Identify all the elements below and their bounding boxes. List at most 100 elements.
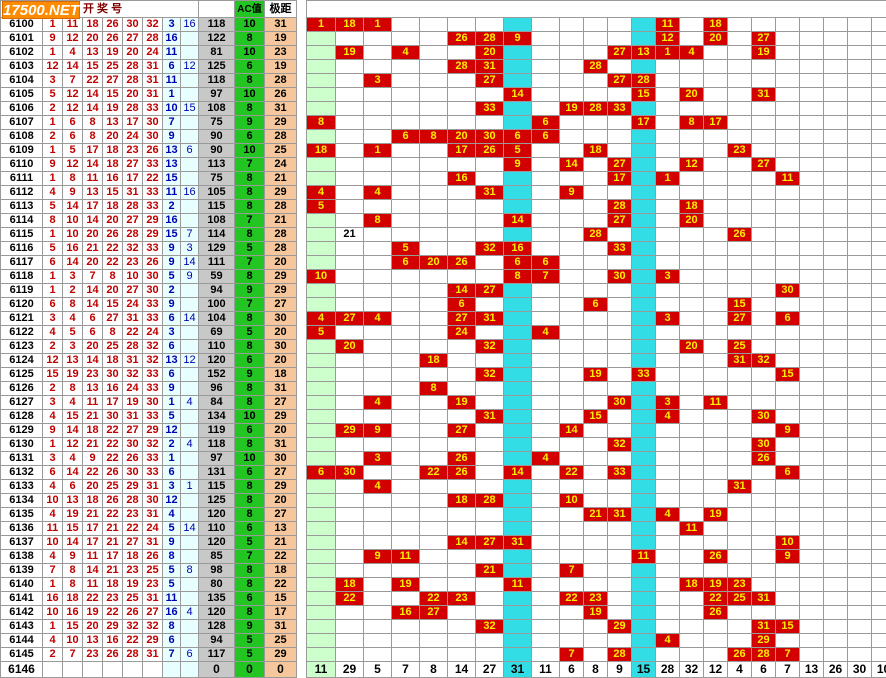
blue-ball: 4	[181, 606, 199, 620]
trend-cell	[872, 508, 886, 522]
red-ball: 29	[143, 634, 163, 648]
hit-number: 4	[364, 396, 392, 410]
blue-ball-empty	[181, 368, 199, 382]
range-value: 28	[265, 242, 297, 256]
ac-value: 8	[235, 564, 265, 578]
red-ball: 31	[143, 480, 163, 494]
footer-ball-empty	[181, 662, 199, 678]
hit-number: 14	[504, 466, 532, 480]
trend-cell	[560, 270, 584, 284]
trend-cell	[752, 74, 776, 88]
trend-cell	[584, 270, 608, 284]
range-value: 25	[265, 144, 297, 158]
hit-number: 29	[608, 620, 632, 634]
trend-cell	[872, 438, 886, 452]
trend-cell	[336, 88, 364, 102]
column-gap	[297, 256, 307, 270]
miss-cell	[307, 32, 336, 46]
issue-number: 6139	[1, 564, 43, 578]
trend-cell	[872, 228, 886, 242]
trend-cell	[680, 508, 704, 522]
trend-cell	[532, 144, 560, 158]
trend-cell	[872, 130, 886, 144]
hit-number: 13	[632, 46, 656, 60]
trend-cell	[584, 620, 608, 634]
trend-cell	[336, 620, 364, 634]
hit-number: 11	[776, 172, 800, 186]
column-gap	[297, 564, 307, 578]
trend-cell	[420, 578, 448, 592]
trend-cell	[680, 270, 704, 284]
range-header: 极距	[265, 1, 297, 18]
footer-count: 9	[608, 662, 632, 678]
issue-number: 6136	[1, 522, 43, 536]
trend-cell	[420, 648, 448, 662]
blue-ball-empty	[181, 466, 199, 480]
blue-ball: 2	[163, 200, 181, 214]
red-ball: 14	[83, 564, 103, 578]
trend-cell	[584, 88, 608, 102]
footer-count: 8	[420, 662, 448, 678]
trend-cell	[608, 256, 632, 270]
trend-cell	[336, 550, 364, 564]
cyan-column-cell	[504, 438, 532, 452]
trend-cell	[560, 382, 584, 396]
red-ball: 4	[43, 410, 63, 424]
cyan-column-cell	[632, 18, 656, 32]
trend-cell	[584, 382, 608, 396]
trend-cell	[848, 256, 872, 270]
trend-cell	[656, 200, 680, 214]
trend-cell	[848, 116, 872, 130]
hit-number: 6	[532, 116, 560, 130]
red-ball: 9	[83, 452, 103, 466]
red-ball: 15	[83, 60, 103, 74]
trend-cell	[560, 144, 584, 158]
red-ball: 12	[63, 102, 83, 116]
hit-number: 16	[504, 242, 532, 256]
trend-cell	[532, 228, 560, 242]
trend-cell	[656, 452, 680, 466]
blue-ball-empty	[181, 88, 199, 102]
red-ball: 23	[123, 508, 143, 522]
trend-cell	[476, 326, 504, 340]
range-value: 28	[265, 74, 297, 88]
red-ball: 22	[123, 326, 143, 340]
trend-cell	[392, 214, 420, 228]
trend-cell	[448, 382, 476, 396]
red-ball: 31	[143, 60, 163, 74]
trend-cell	[680, 424, 704, 438]
cyan-column-cell	[632, 466, 656, 480]
trend-cell	[608, 410, 632, 424]
trend-cell	[560, 46, 584, 60]
trend-cell	[848, 452, 872, 466]
cyan-column-cell	[504, 74, 532, 88]
trend-cell	[776, 200, 800, 214]
trend-cell	[824, 452, 848, 466]
trend-cell	[364, 88, 392, 102]
red-ball: 19	[103, 102, 123, 116]
hit-number: 26	[448, 452, 476, 466]
column-gap	[297, 382, 307, 396]
red-ball: 16	[103, 172, 123, 186]
trend-cell	[392, 634, 420, 648]
column-gap	[297, 312, 307, 326]
header-row: 开 奖 号 AC值 极距	[1, 1, 886, 18]
trend-cell	[824, 172, 848, 186]
trend-cell	[872, 242, 886, 256]
hit-number: 30	[336, 466, 364, 480]
hit-number: 28	[752, 648, 776, 662]
trend-cell	[800, 60, 824, 74]
trend-cell	[800, 172, 824, 186]
ac-value: 8	[235, 340, 265, 354]
ac-value: 6	[235, 592, 265, 606]
trend-cell	[872, 256, 886, 270]
column-gap	[297, 606, 307, 620]
trend-cell	[532, 88, 560, 102]
footer-count: 10	[872, 662, 886, 678]
trend-cell	[680, 368, 704, 382]
trend-cell	[776, 564, 800, 578]
trend-cell	[848, 536, 872, 550]
trend-cell	[824, 312, 848, 326]
trend-cell	[824, 158, 848, 172]
ac-value: 8	[235, 508, 265, 522]
